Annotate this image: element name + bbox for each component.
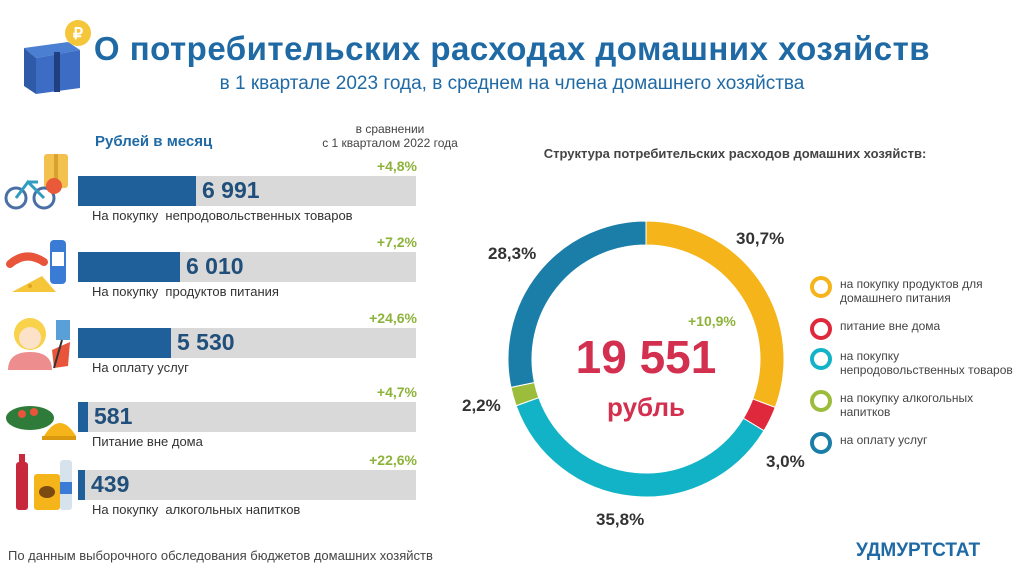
bar-change: +7,2% <box>376 234 417 250</box>
legend-marker <box>810 318 832 340</box>
bar-value: 6 991 <box>202 177 260 203</box>
legend-marker <box>810 432 832 454</box>
gift-coin-icon: ₽ <box>24 20 91 94</box>
bar-change: +4,7% <box>376 384 417 400</box>
comparison-header-line1: в сравнении <box>355 122 425 136</box>
legend-label: на покупку непродовольственных товаров <box>840 349 1013 377</box>
legend-item: на оплату услуг <box>810 432 1020 464</box>
comparison-header: в сравнении с 1 кварталом 2022 года <box>290 122 490 150</box>
food-products-icon <box>6 240 66 292</box>
legend-marker <box>810 390 832 412</box>
legend-item: на покупку алкогольных напитков <box>810 390 1020 422</box>
legend-item: питание вне дома <box>810 318 1020 350</box>
bar-value: 5 530 <box>177 329 235 355</box>
legend-label: на покупку продуктов для домашнего питан… <box>840 277 983 305</box>
page-title: О потребительских расходах домашних хозя… <box>93 30 931 67</box>
bar-label: Питание вне дома <box>92 434 203 449</box>
bicycle-clothes-icon <box>4 154 68 210</box>
legend-label: на покупку алкогольных напитков <box>840 391 974 419</box>
legend-label: питание вне дома <box>840 319 941 333</box>
donut-slice <box>507 220 647 389</box>
total-unit: рубль <box>607 392 685 422</box>
slice-percent-label: 3,0% <box>766 452 805 471</box>
bar-change: +22,6% <box>369 452 417 468</box>
bar-label: На покупку непродовольственных товаров <box>92 208 353 223</box>
comparison-header-line2: с 1 кварталом 2022 года <box>322 136 458 150</box>
legend-marker <box>810 348 832 370</box>
slice-percent-label: 30,7% <box>736 229 785 248</box>
bar <box>78 176 196 206</box>
bar-change: +24,6% <box>369 310 417 326</box>
bar <box>78 328 171 358</box>
page-subtitle: в 1 квартале 2023 года, в среднем на чле… <box>219 73 805 94</box>
bar <box>78 252 180 282</box>
bar-label: На оплату услуг <box>92 360 189 375</box>
legend-label: на оплату услуг <box>840 433 928 447</box>
svg-text:₽: ₽ <box>73 26 83 43</box>
bar-label: На покупку алкогольных напитков <box>92 502 301 517</box>
bar <box>78 470 85 500</box>
services-person-icon <box>8 318 70 370</box>
slice-percent-label: 2,2% <box>462 396 501 415</box>
bar-track <box>78 470 416 500</box>
bottles-icon <box>16 454 72 510</box>
unit-header: Рублей в месяц <box>95 133 213 150</box>
brand-logo: УДМУРТСТАТ <box>856 540 981 561</box>
structure-title: Структура потребительских расходов домаш… <box>543 146 927 161</box>
bar-value: 6 010 <box>186 253 244 279</box>
source-note: По данным выборочного обследования бюдже… <box>8 548 433 563</box>
bar-label: На покупку продуктов питания <box>92 284 279 299</box>
donut-chart <box>507 220 785 498</box>
legend-marker <box>810 276 832 298</box>
dish-cloche-icon <box>6 406 76 440</box>
legend-item: на покупку продуктов для домашнего питан… <box>810 276 1020 308</box>
bar-value: 439 <box>91 471 130 497</box>
bar-value: 581 <box>94 403 133 429</box>
legend-item: на покупку непродовольственных товаров <box>810 348 1020 380</box>
slice-percent-label: 35,8% <box>596 510 645 529</box>
bar-track <box>78 402 416 432</box>
total-change: +10,9% <box>688 313 736 329</box>
total-value: 19 551 <box>575 331 717 383</box>
bar-change: +4,8% <box>376 158 417 174</box>
bar <box>78 402 88 432</box>
slice-percent-label: 28,3% <box>488 244 537 263</box>
